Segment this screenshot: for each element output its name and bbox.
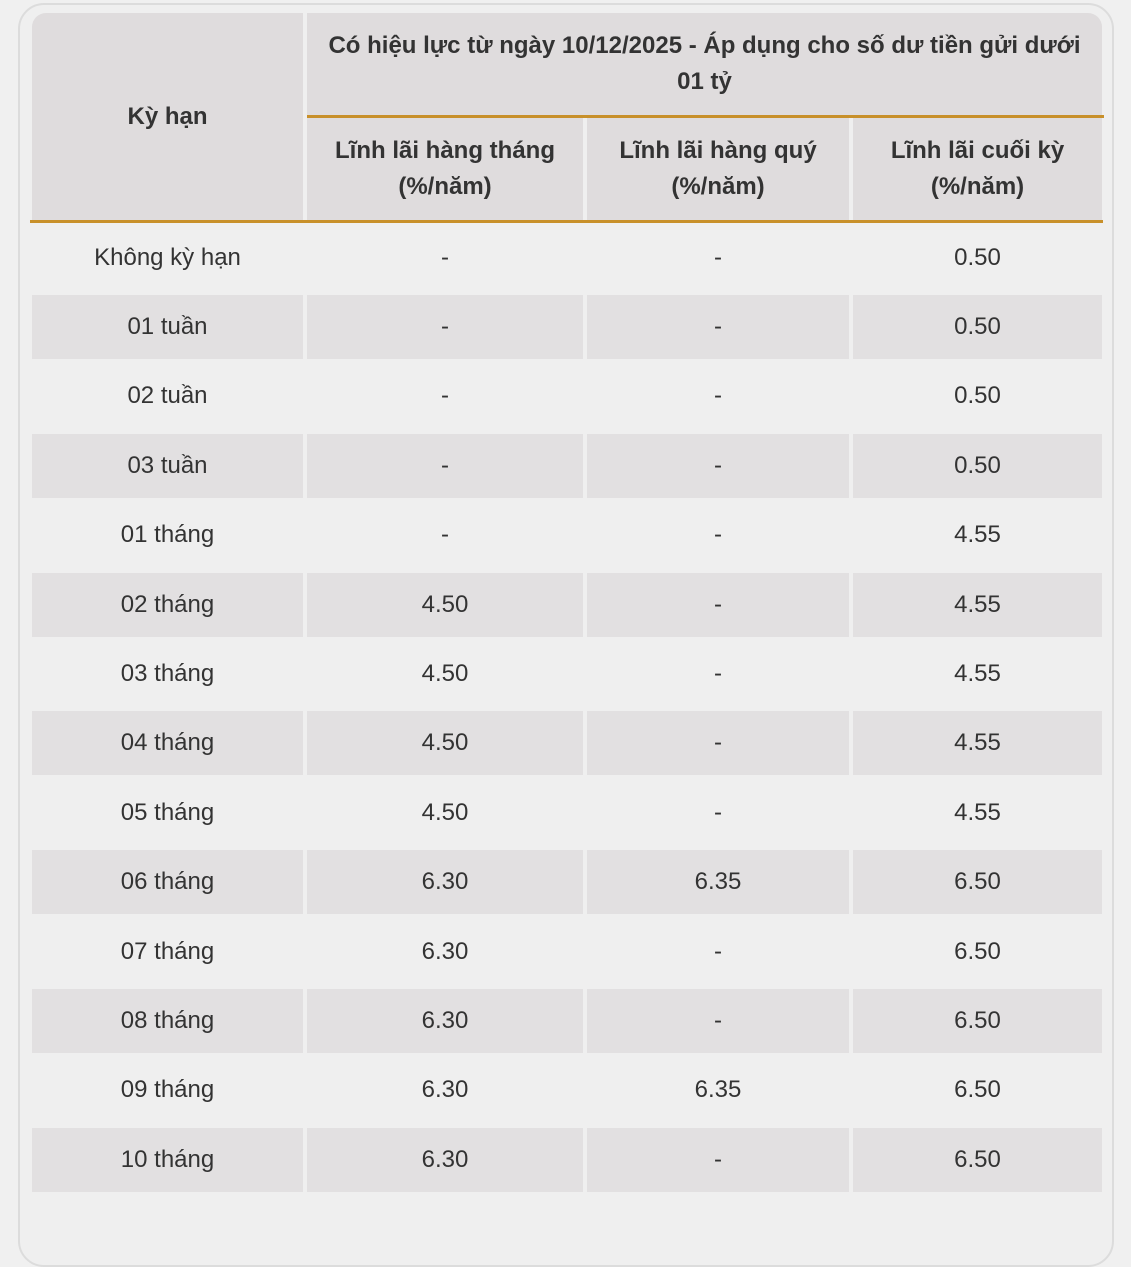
table-row: 09 tháng 6.30 6.35 6.50: [32, 1056, 1102, 1125]
monthly-rate-cell: -: [307, 433, 583, 498]
end-term-rate-cell: 0.50: [954, 243, 1001, 271]
term-header: Kỳ hạn: [32, 13, 303, 220]
quarterly-rate-cell: -: [587, 711, 849, 776]
end-term-header-label: Lĩnh lãi cuối kỳ: [890, 137, 1065, 164]
quarterly-header-unit: (%/năm): [671, 173, 765, 200]
end-term-rate-cell: 6.50: [853, 1127, 1102, 1192]
end-term-header: Lĩnh lãi cuối kỳ (%/năm): [853, 118, 1102, 220]
monthly-header-label: Lĩnh lãi hàng tháng: [335, 137, 555, 164]
quarterly-rate-cell: -: [714, 798, 722, 826]
monthly-rate-cell: 4.50: [421, 798, 469, 826]
term-cell: 01 tuần: [32, 295, 303, 360]
monthly-header: Lĩnh lãi hàng tháng (%/năm): [307, 118, 583, 220]
term-cell: 02 tháng: [32, 572, 303, 637]
quarterly-header: Lĩnh lãi hàng quý (%/năm): [587, 118, 849, 220]
monthly-rate-cell: -: [441, 243, 449, 271]
quarterly-rate-cell: -: [587, 433, 849, 498]
term-cell: 02 tuần: [127, 382, 208, 410]
term-cell: 04 tháng: [32, 711, 303, 776]
end-term-rate-cell: 4.55: [954, 521, 1001, 549]
table-row: 02 tuần - - 0.50: [32, 362, 1102, 431]
table-body: Không kỳ hạn - -0.50 01 tuần - -0.50 02 tuần - -…: [32, 223, 1102, 1194]
end-term-rate-cell: 6.50: [853, 850, 1102, 915]
header-bottom-divider: [30, 220, 1103, 223]
monthly-rate-cell: 6.30: [307, 1127, 583, 1192]
effective-date-header: Có hiệu lực từ ngày 10/12/2025 - Áp dụng…: [307, 13, 1102, 115]
table-row: 08 tháng 6.30-6.50: [32, 986, 1102, 1055]
table-row: 04 tháng 4.50-4.55: [32, 709, 1102, 778]
term-cell: 08 tháng: [32, 988, 303, 1053]
quarterly-rate-cell: -: [587, 1127, 849, 1192]
term-cell: 01 tháng: [120, 521, 215, 549]
table-row: 03 tuần - -0.50: [32, 431, 1102, 500]
end-term-rate-cell: 0.50: [853, 295, 1102, 360]
term-cell: 03 tuần: [32, 433, 303, 498]
quarterly-rate-cell: -: [714, 521, 722, 549]
quarterly-rate-cell: -: [714, 382, 722, 410]
interest-rate-table: Kỳ hạn Có hiệu lực từ ngày 10/12/2025 - …: [30, 13, 1104, 1194]
end-term-rate-cell: 6.50: [954, 1076, 1001, 1104]
monthly-rate-cell: 6.30: [307, 850, 583, 915]
term-cell: 03 tháng: [120, 660, 215, 688]
table-row: 07 tháng 6.30 - 6.50: [32, 917, 1102, 986]
quarterly-rate-cell: -: [587, 572, 849, 637]
monthly-rate-cell: 4.50: [307, 711, 583, 776]
term-cell: Không kỳ hạn: [94, 243, 241, 271]
term-cell: 06 tháng: [32, 850, 303, 915]
quarterly-rate-cell: -: [714, 660, 722, 688]
quarterly-rate-cell: -: [587, 988, 849, 1053]
quarterly-rate-cell: 6.35: [694, 1076, 742, 1104]
term-cell: 05 tháng: [120, 798, 215, 826]
term-cell: 10 tháng: [32, 1127, 303, 1192]
monthly-rate-cell: 6.30: [307, 988, 583, 1053]
quarterly-rate-cell: 6.35: [587, 850, 849, 915]
end-term-rate-cell: 4.55: [853, 572, 1102, 637]
end-term-rate-cell: 6.50: [853, 988, 1102, 1053]
end-term-rate-cell: 4.55: [853, 711, 1102, 776]
quarterly-rate-cell: -: [714, 243, 722, 271]
term-cell: 07 tháng: [120, 937, 215, 965]
monthly-rate-cell: 6.30: [421, 1076, 469, 1104]
table-row: 01 tháng - - 4.55: [32, 501, 1102, 570]
end-term-rate-cell: 6.50: [954, 937, 1001, 965]
end-term-header-unit: (%/năm): [930, 173, 1025, 200]
end-term-rate-cell: 0.50: [853, 433, 1102, 498]
term-cell: 09 tháng: [120, 1076, 215, 1104]
quarterly-rate-cell: -: [587, 295, 849, 360]
end-term-rate-cell: 0.50: [954, 382, 1001, 410]
end-term-rate-cell: 4.55: [954, 798, 1001, 826]
table-row: 10 tháng 6.30-6.50: [32, 1125, 1102, 1194]
monthly-header-unit: (%/năm): [398, 173, 492, 200]
end-term-rate-cell: 4.55: [954, 660, 1001, 688]
monthly-rate-cell: 4.50: [421, 660, 469, 688]
monthly-rate-cell: 4.50: [307, 572, 583, 637]
table-row: 03 tháng 4.50 - 4.55: [32, 639, 1102, 708]
monthly-rate-cell: -: [441, 521, 449, 549]
table-row: 06 tháng 6.30 6.35 6.50: [32, 848, 1102, 917]
table-row: 01 tuần - -0.50: [32, 292, 1102, 361]
header-divider: [307, 115, 1104, 118]
table-row: Không kỳ hạn - - 0.50: [32, 223, 1102, 292]
table-row: 02 tháng 4.50-4.55: [32, 570, 1102, 639]
monthly-rate-cell: 6.30: [421, 937, 469, 965]
table-row: 05 tháng 4.50 - 4.55: [32, 778, 1102, 847]
quarterly-header-label: Lĩnh lãi hàng quý: [619, 137, 817, 164]
monthly-rate-cell: -: [441, 382, 449, 410]
quarterly-rate-cell: -: [714, 937, 722, 965]
monthly-rate-cell: -: [307, 295, 583, 360]
table-header: Kỳ hạn Có hiệu lực từ ngày 10/12/2025 - …: [30, 13, 1104, 223]
